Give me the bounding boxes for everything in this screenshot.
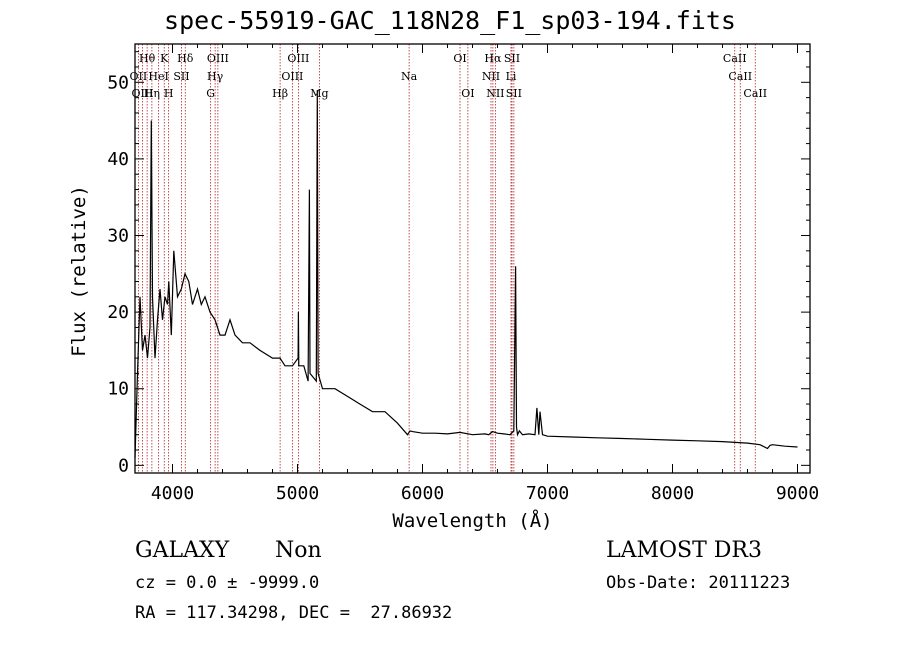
line-marker-label: SII <box>504 52 520 65</box>
y-axis-ticks: 0 10 20 30 40 50 <box>107 51 810 476</box>
line-marker-label: SII <box>173 70 189 83</box>
line-marker-label: Mg <box>310 87 328 100</box>
y-tick-label: 10 <box>107 379 129 400</box>
y-tick-label: 30 <box>107 226 129 247</box>
x-tick-label: 5000 <box>276 483 319 504</box>
line-marker-label: K <box>160 52 169 65</box>
line-marker-label: NII <box>486 87 504 100</box>
plot-frame <box>134 43 811 474</box>
y-tick-label: 20 <box>107 302 129 323</box>
line-marker-label: Hβ <box>272 87 288 100</box>
line-marker-label: Hη <box>144 87 160 100</box>
line-marker-label: OII <box>130 70 148 83</box>
spectrum-line <box>134 89 798 458</box>
x-tick-label: 4000 <box>151 483 194 504</box>
line-marker-label: H <box>164 87 174 100</box>
line-marker-label: OI <box>461 87 474 100</box>
line-marker-label: OIII <box>287 52 309 65</box>
line-marker-label: SII <box>506 87 522 100</box>
y-axis-label: Flux (relative) <box>68 185 90 357</box>
object-subclass: Non <box>275 538 322 563</box>
x-tick-label: 8000 <box>651 483 694 504</box>
line-marker-label: CaII <box>743 87 767 100</box>
line-markers <box>137 44 756 473</box>
line-marker-label: OIII <box>207 52 229 65</box>
line-marker-label: CaII <box>723 52 747 65</box>
line-marker-label: HeI <box>148 70 168 83</box>
redshift-info: cz = 0.0 ± -9999.0 <box>135 573 320 593</box>
line-marker-label: NII <box>482 70 500 83</box>
x-tick-label: 6000 <box>401 483 444 504</box>
line-marker-label: CaII <box>728 70 752 83</box>
line-marker-label: Hθ <box>139 52 156 65</box>
chart-title: spec-55919-GAC_118N28_F1_sp03-194.fits <box>164 6 736 35</box>
line-marker-label: OI <box>453 52 466 65</box>
object-class: GALAXY <box>135 538 230 563</box>
y-tick-label: 50 <box>107 72 129 93</box>
obs-date: Obs-Date: 20111223 <box>606 573 791 593</box>
line-marker-label: Li <box>506 70 517 83</box>
coordinates: RA = 117.34298, DEC = 27.86932 <box>135 603 453 623</box>
line-marker-labels: OII OIII Hθ Hη HeI K H Hδ SII OIII Hγ G OIII OIII Hβ Mg… <box>130 52 768 100</box>
line-marker-label: OIII <box>281 70 303 83</box>
line-marker-label: Hδ <box>177 52 194 65</box>
x-axis-label: Wavelength (Å) <box>392 510 553 532</box>
x-tick-label: 7000 <box>526 483 569 504</box>
line-marker-label: Na <box>401 70 418 83</box>
survey-name: LAMOST DR3 <box>606 538 762 563</box>
line-marker-label: Hα <box>484 52 502 65</box>
y-tick-label: 40 <box>107 149 129 170</box>
x-tick-label: 9000 <box>776 483 819 504</box>
line-marker-label: Hγ <box>207 70 224 83</box>
x-axis-ticks: 4000 5000 6000 7000 8000 9000 <box>151 44 819 504</box>
line-marker-label: OIII <box>131 87 153 100</box>
line-marker-label: G <box>206 87 215 100</box>
y-tick-label: 0 <box>118 455 129 476</box>
